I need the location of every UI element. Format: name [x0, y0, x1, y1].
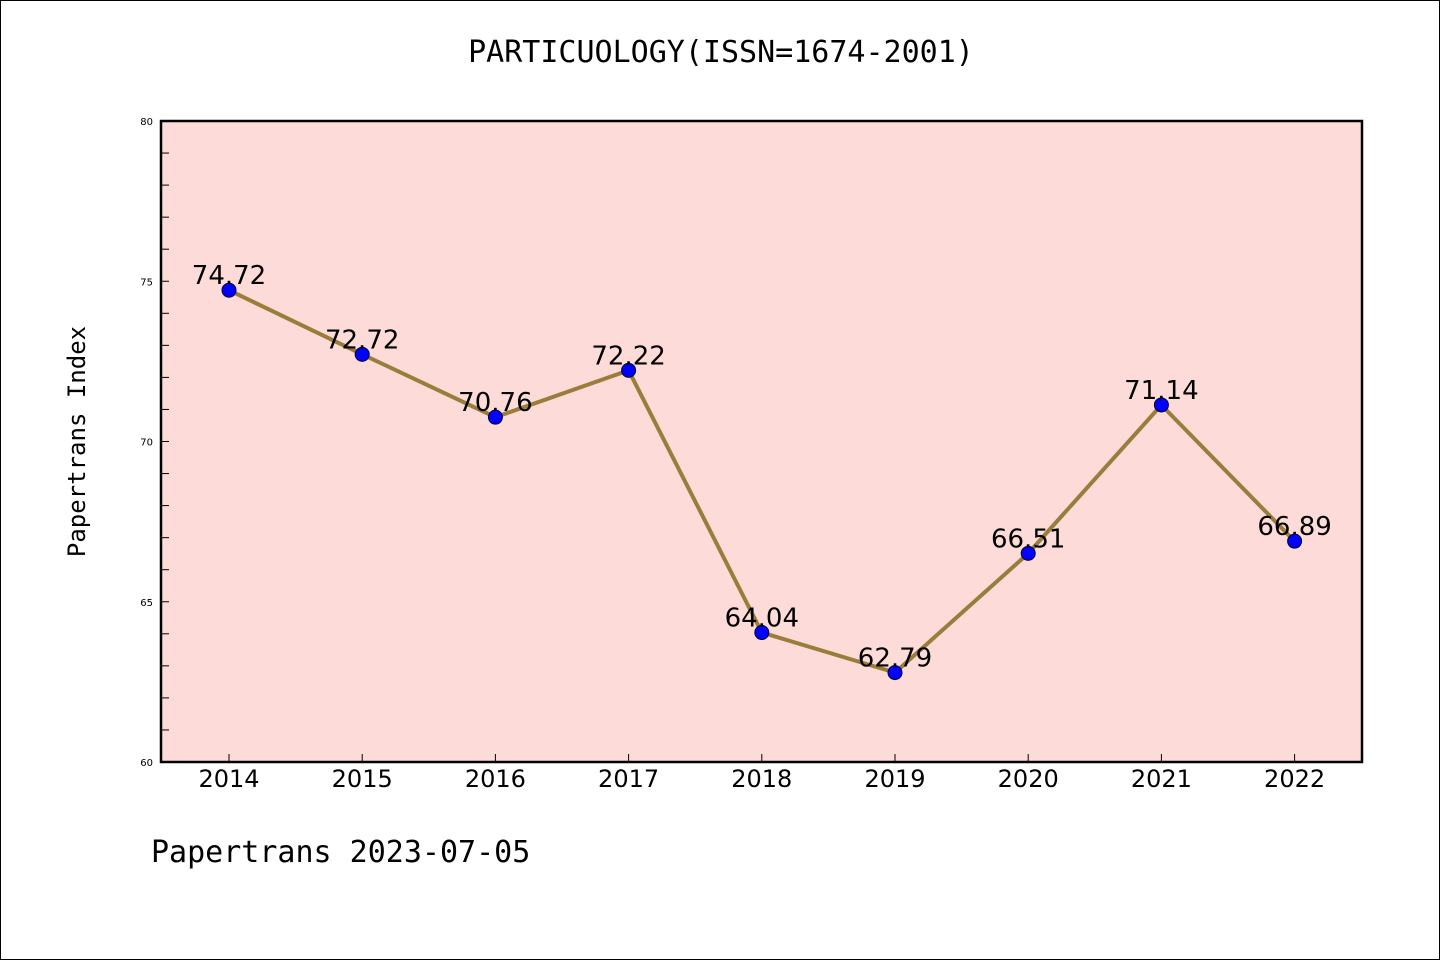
data-point — [887, 665, 903, 681]
data-point — [621, 362, 637, 378]
data-point — [221, 282, 237, 298]
x-tick-label: 2014 — [198, 765, 259, 793]
x-tick-label: 2022 — [1264, 765, 1325, 793]
data-label: 72.72 — [325, 325, 399, 355]
data-label: 62.79 — [858, 644, 932, 674]
y-tick-label: 80 — [140, 117, 153, 128]
x-tick-label: 2021 — [1131, 765, 1192, 793]
data-label: 66.51 — [991, 524, 1065, 554]
data-label: 72.22 — [591, 341, 665, 371]
y-tick-label: 60 — [140, 758, 153, 769]
data-point — [354, 346, 370, 362]
x-tick-label: 2018 — [731, 765, 792, 793]
x-tick-label: 2017 — [598, 765, 659, 793]
data-point — [754, 625, 770, 641]
data-point — [1153, 397, 1169, 413]
y-tick-label: 70 — [140, 438, 153, 449]
data-label: 71.14 — [1124, 376, 1198, 406]
data-point — [1287, 533, 1303, 549]
data-label: 70.76 — [458, 388, 532, 418]
x-tick-label: 2016 — [465, 765, 526, 793]
data-point — [1020, 545, 1036, 561]
x-tick-label: 2019 — [864, 765, 925, 793]
x-tick-label: 2020 — [998, 765, 1059, 793]
plot-area — [161, 121, 1362, 762]
footer-text: Papertrans 2023-07-05 — [151, 835, 531, 870]
data-point — [487, 409, 503, 425]
y-axis-label: Papertrans Index — [63, 326, 91, 557]
plot-border — [159, 119, 1364, 764]
chart-title: PARTICUOLOGY(ISSN=1674-2001) — [468, 35, 974, 70]
x-tick-label: 2015 — [332, 765, 393, 793]
y-tick-label: 75 — [140, 277, 153, 288]
data-label: 66.89 — [1257, 512, 1331, 542]
y-tick-label: 65 — [140, 598, 153, 609]
data-label: 64.04 — [725, 604, 799, 634]
data-label: 74.72 — [192, 261, 266, 291]
